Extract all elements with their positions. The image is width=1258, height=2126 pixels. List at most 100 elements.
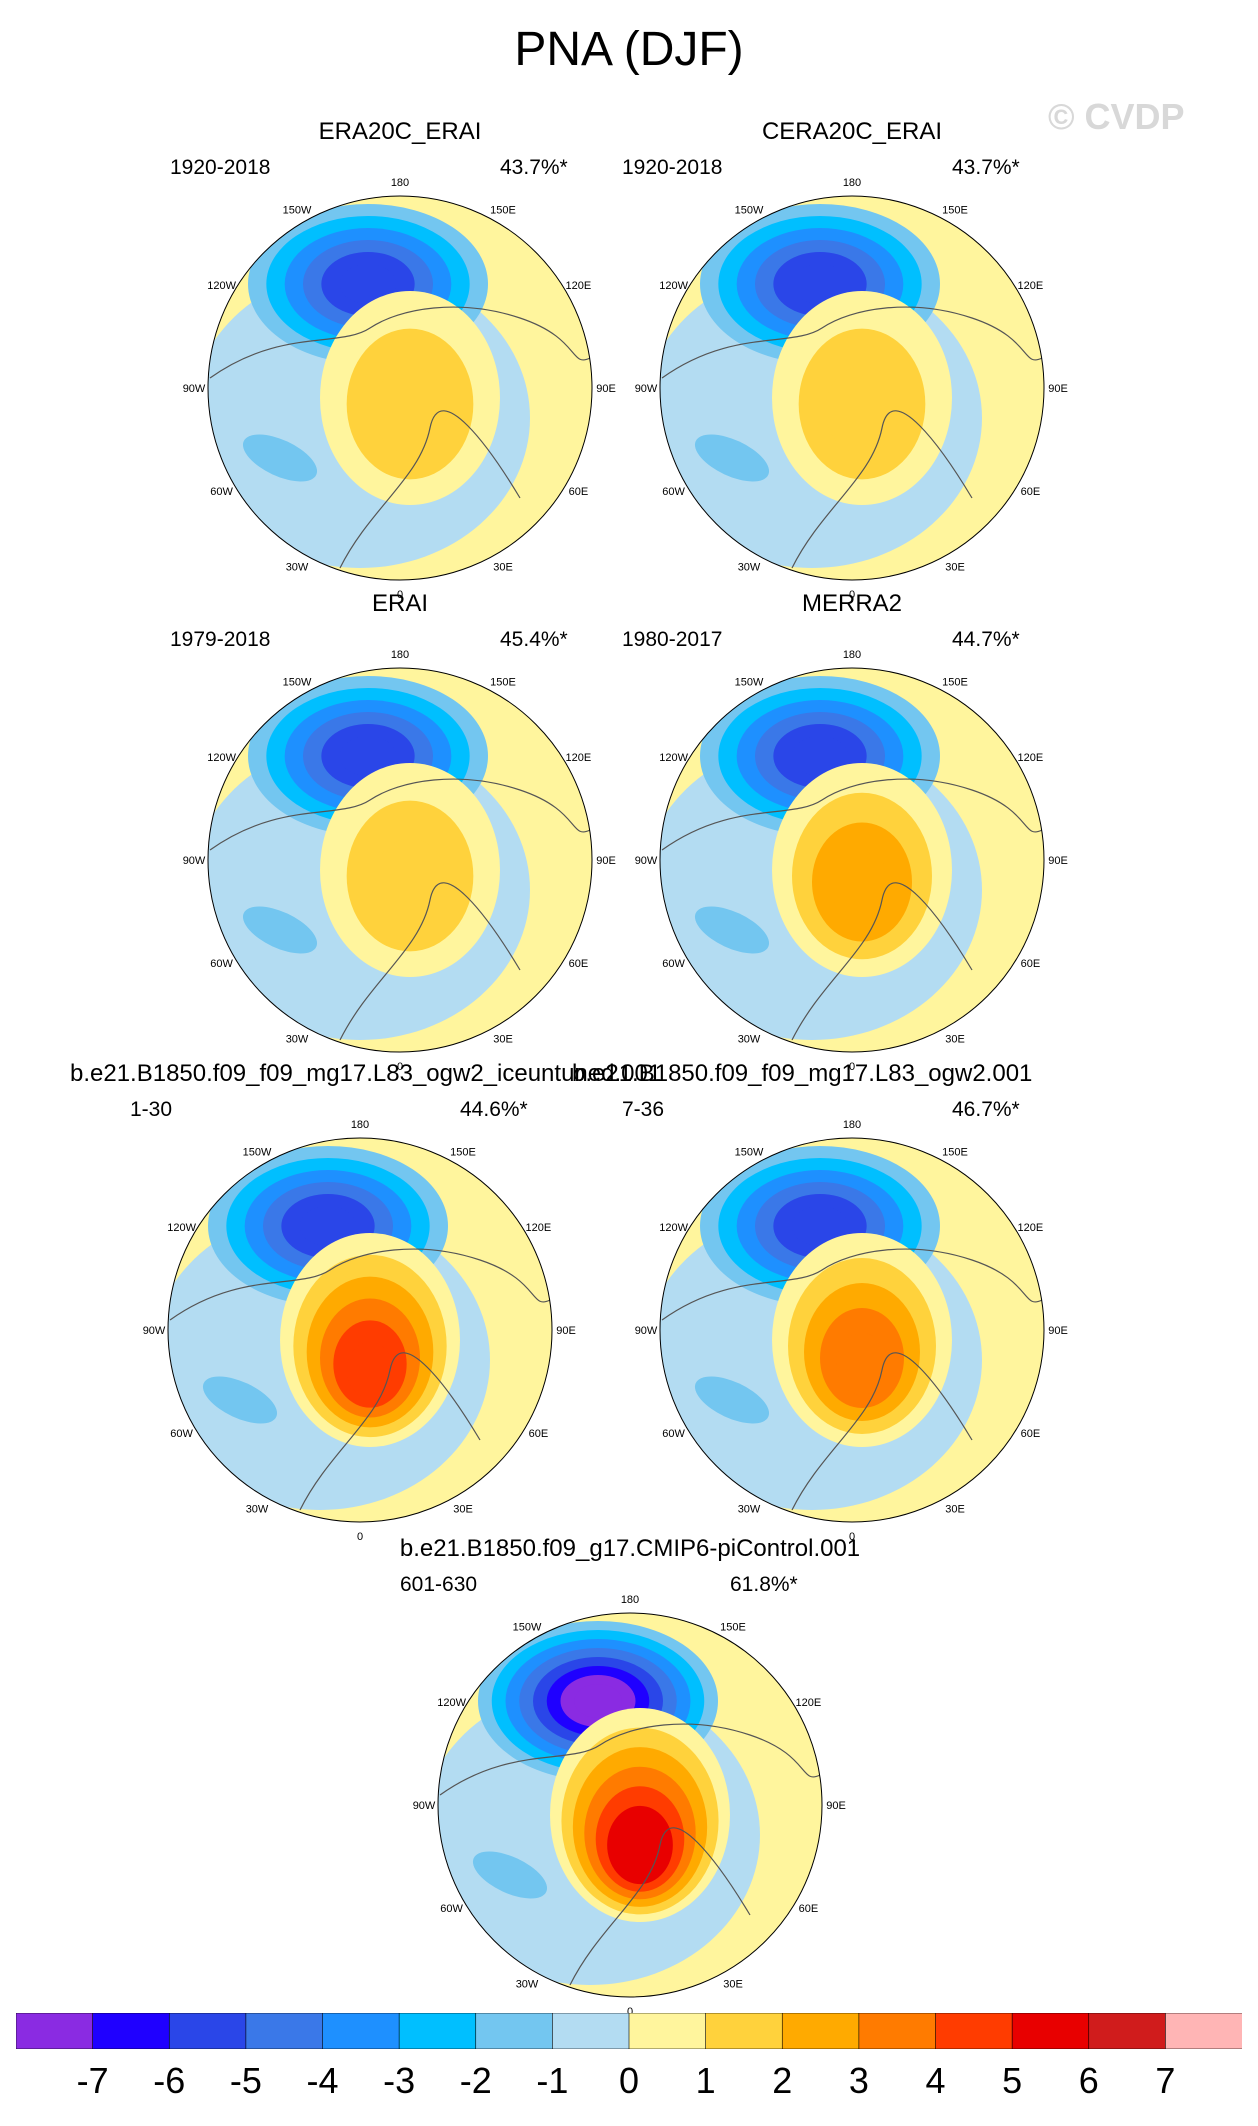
negative-lobe [242, 906, 318, 954]
longitude-label: 60E [799, 1903, 819, 1915]
polar-map: 180 150E 120E 90E 60E 30E 0 30W 60W 90W 120W 150W [635, 1119, 1068, 1543]
negative-contour [339, 736, 397, 776]
panel-period: 1920-2018 [170, 156, 271, 179]
longitude-label: 120E [1018, 1222, 1044, 1234]
longitude-label: 30E [945, 1503, 965, 1515]
negative-contour [299, 1206, 357, 1246]
longitude-label: 180 [843, 649, 861, 661]
coastline [661, 778, 1043, 1041]
longitude-label: 0 [849, 1061, 855, 1073]
longitude-label: 150E [490, 205, 516, 217]
longitude-label: 90W [413, 1800, 436, 1812]
panel-period: 1-30 [130, 1098, 173, 1121]
panel-title: MERRA2 [801, 590, 903, 617]
colorbar-swatch [858, 2013, 937, 2049]
colorbar-tick-label: -2 [459, 2060, 492, 2101]
positive-contour [832, 852, 892, 924]
colorbar-swatch [1165, 2013, 1242, 2049]
longitude-label: 150E [720, 1622, 746, 1634]
map-outline [659, 195, 1045, 581]
panel-variance: 46.7%* [952, 1098, 1020, 1121]
longitude-label: 30E [453, 1503, 473, 1515]
longitude-label: 30E [723, 1978, 743, 1990]
longitude-label: 150W [735, 677, 764, 689]
coastline [661, 306, 1043, 569]
longitude-label: 120E [566, 752, 592, 764]
longitude-label: 90E [596, 855, 616, 867]
colorbar-tick-label: 4 [925, 2060, 946, 2101]
panel-variance: 61.8%* [730, 1573, 798, 1596]
colorbar-tick-label: 5 [1002, 2060, 1023, 2101]
longitude-label: 60E [569, 958, 589, 970]
map-outline [437, 1612, 823, 1998]
longitude-label: 0 [627, 2006, 633, 2018]
longitude-label: 180 [843, 1119, 861, 1131]
colorbar-tick-label: -1 [536, 2060, 569, 2101]
colorbar-tick-label: 6 [1078, 2060, 1099, 2101]
panel-period: 1920-2018 [622, 156, 723, 179]
longitude-label: 0 [397, 589, 403, 601]
colorbar-tick-label: 7 [1155, 2060, 1176, 2101]
longitude-label: 90W [635, 1325, 658, 1337]
longitude-label: 90W [635, 383, 658, 395]
longitude-label: 120E [1018, 280, 1044, 292]
panel-title: CERA20C_ERAI [761, 118, 943, 145]
longitude-label: 90E [596, 383, 616, 395]
positive-contour [825, 366, 899, 454]
polar-map: 180 150E 120E 90E 60E 30E 0 30W 60W 90W 120W 150W [635, 177, 1068, 601]
longitude-label: 120W [659, 752, 688, 764]
colorbar-swatch [168, 2013, 247, 2049]
longitude-label: 60W [440, 1903, 463, 1915]
longitude-label: 30W [738, 1503, 761, 1515]
negative-lobe [694, 906, 770, 954]
coastline [209, 778, 591, 1041]
longitude-label: 30W [286, 1033, 309, 1045]
longitude-label: 180 [351, 1119, 369, 1131]
longitude-label: 150E [942, 677, 968, 689]
panel-title: b.e21.B1850.f09_f09_mg17.L83_ogw2.001 [572, 1060, 1033, 1087]
colorbar-swatch [398, 2013, 477, 2049]
colorbar-swatch [322, 2013, 400, 2049]
colorbar-swatch [935, 2013, 1013, 2049]
colorbar-swatch [1088, 2013, 1167, 2049]
longitude-label: 90E [826, 1800, 846, 1812]
colorbar-tick-label: 1 [695, 2060, 716, 2101]
figure-title: PNA (DJF) [514, 23, 744, 76]
coastline [661, 1248, 1043, 1511]
negative-contour [574, 1684, 622, 1718]
longitude-label: 120W [659, 1222, 688, 1234]
panel-period: 1979-2018 [170, 628, 271, 651]
longitude-label: 30W [286, 561, 309, 573]
longitude-label: 90W [143, 1325, 166, 1337]
longitude-label: 30W [246, 1503, 269, 1515]
colorbar-tick-label: 0 [618, 2060, 640, 2101]
polar-map: 180 150E 120E 90E 60E 30E 0 30W 60W 90W 120W 150W [635, 649, 1068, 1073]
positive-contour [346, 1342, 394, 1398]
colorbar-swatch [92, 2013, 171, 2049]
longitude-label: 30E [945, 561, 965, 573]
longitude-label: 0 [849, 1531, 855, 1543]
longitude-label: 60E [1021, 1428, 1041, 1440]
panel-title: b.e21.B1850.f09_g17.CMIP6-piControl.001 [399, 1535, 861, 1562]
longitude-label: 30E [493, 1033, 513, 1045]
polar-map: 180 150E 120E 90E 60E 30E 0 30W 60W 90W 120W 150W [143, 1119, 576, 1543]
positive-contour [618, 1825, 662, 1877]
longitude-label: 180 [621, 1594, 639, 1606]
longitude-label: 150E [490, 677, 516, 689]
longitude-label: 180 [391, 649, 409, 661]
longitude-label: 60E [1021, 486, 1041, 498]
panel-variance: 44.7%* [952, 628, 1020, 651]
longitude-label: 180 [843, 177, 861, 189]
longitude-label: 60W [662, 486, 685, 498]
map-panel: b.e21.B1850.f09_f09_mg17.L83_ogw2_iceunt… [70, 1060, 661, 1543]
longitude-label: 0 [397, 1061, 403, 1073]
longitude-label: 60W [210, 958, 233, 970]
panel-period: 601-630 [400, 1573, 478, 1596]
colorbar-swatch [552, 2013, 630, 2049]
colorbar-swatch [16, 2013, 94, 2049]
coastline [169, 1248, 551, 1511]
colorbar-swatch [245, 2013, 324, 2049]
panel-variance: 43.7%* [500, 156, 568, 179]
polar-map: 180 150E 120E 90E 60E 30E 0 30W 60W 90W 120W 150W [183, 649, 616, 1073]
positive-contour [836, 1333, 888, 1395]
